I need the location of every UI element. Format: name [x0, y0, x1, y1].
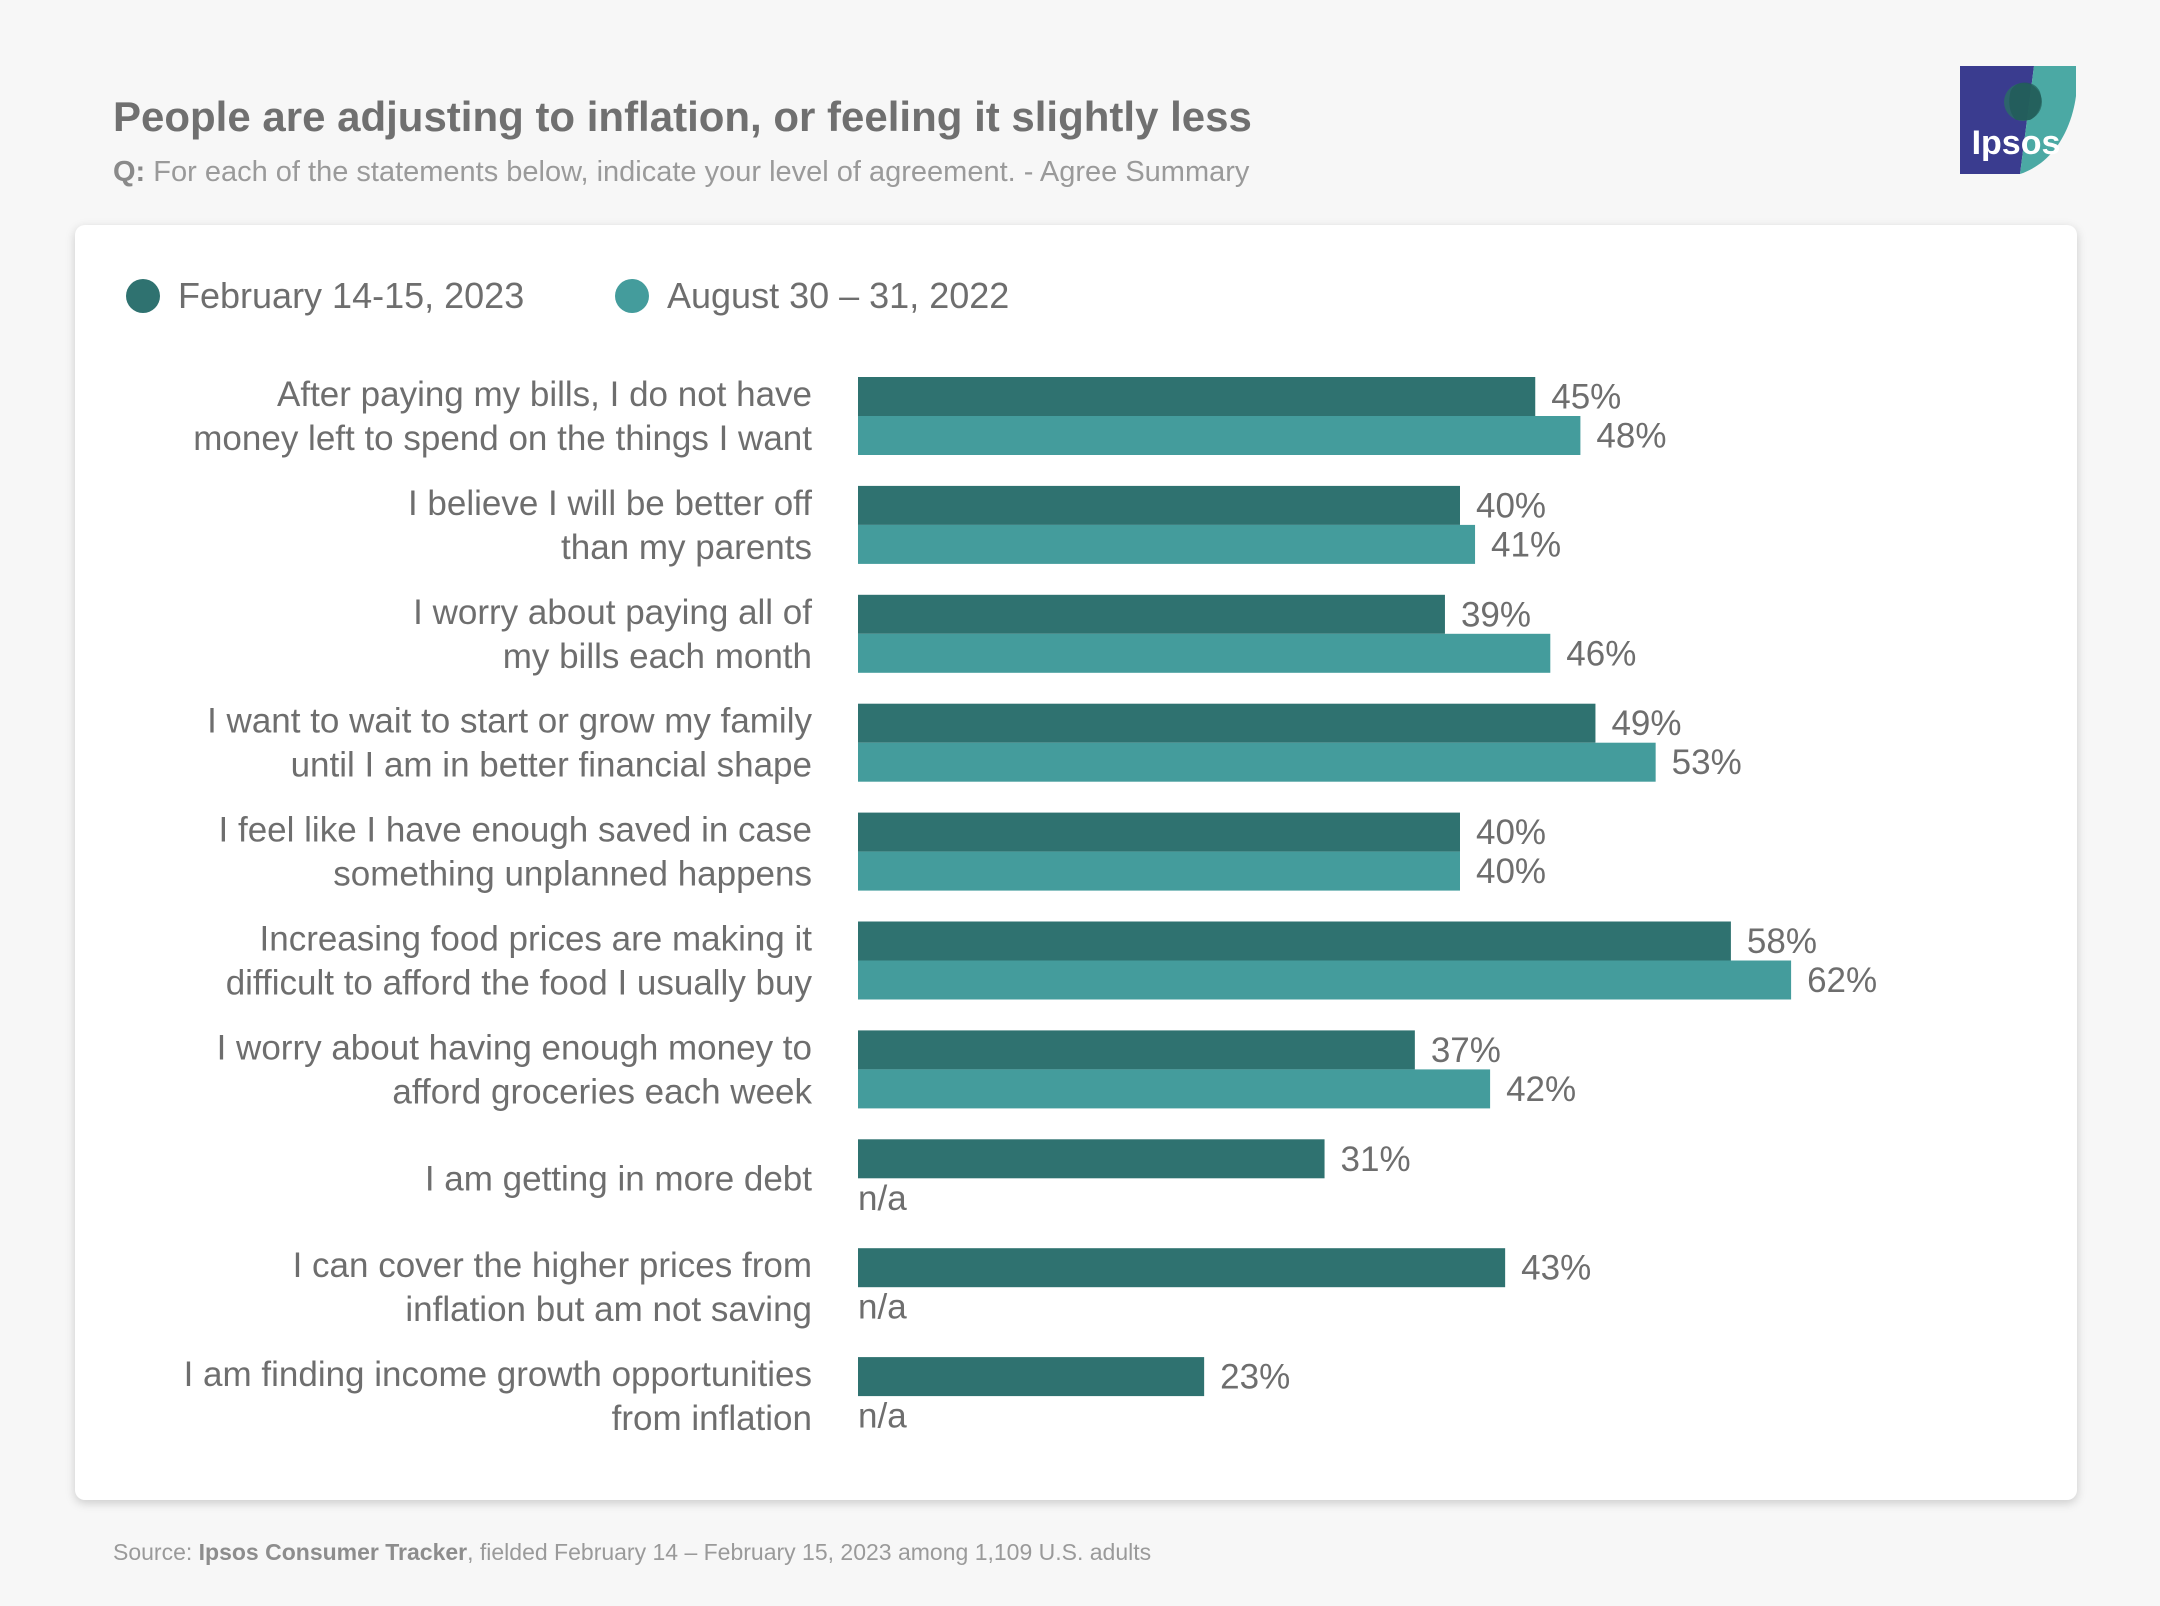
bar-feb-2023: [858, 1248, 1506, 1288]
data-label: 49%: [1611, 704, 1681, 743]
question-prefix: Q:: [113, 156, 146, 188]
bar-aug-2022: [858, 742, 1656, 782]
source-rest: , fielded February 14 – February 15, 202…: [467, 1539, 1152, 1565]
legend-item-feb-2023: February 14-15, 2023: [126, 276, 524, 316]
bar-feb-2023: [858, 812, 1460, 852]
bar-aug-2022: [858, 524, 1476, 564]
missing-value-label: n/a: [858, 1179, 907, 1218]
category-label: I worry about paying all of: [413, 593, 812, 632]
category-label: Increasing food prices are making it: [260, 920, 813, 959]
data-label: 37%: [1431, 1031, 1501, 1070]
chart-title: People are adjusting to inflation, or fe…: [113, 93, 1252, 140]
question-text: For each of the statements below, indica…: [153, 156, 1250, 188]
category-label: from inflation: [612, 1399, 812, 1438]
category-label: I believe I will be better off: [408, 484, 812, 523]
legend-label-feb-2023: February 14-15, 2023: [178, 275, 525, 316]
bar-feb-2023: [858, 921, 1731, 961]
category-label: I want to wait to start or grow my famil…: [207, 702, 812, 741]
missing-value-label: n/a: [858, 1288, 907, 1327]
data-label: 23%: [1220, 1358, 1290, 1397]
data-label: 43%: [1521, 1249, 1591, 1288]
bar-feb-2023: [858, 1357, 1205, 1397]
bar-feb-2023: [858, 485, 1460, 525]
logo-hair-icon: [2009, 82, 2042, 120]
source-prefix: Source:: [113, 1539, 193, 1565]
data-label: 62%: [1807, 961, 1877, 1000]
data-label: 39%: [1461, 595, 1531, 634]
bar-aug-2022: [858, 1069, 1491, 1109]
category-label: difficult to afford the food I usually b…: [226, 964, 813, 1003]
data-label: 48%: [1596, 417, 1666, 456]
data-label: 42%: [1506, 1070, 1576, 1109]
category-label: something unplanned happens: [333, 855, 812, 894]
category-label: until I am in better financial shape: [291, 746, 812, 785]
data-label: 31%: [1341, 1140, 1411, 1179]
data-label: 46%: [1566, 634, 1636, 673]
category-label: money left to spend on the things I want: [193, 419, 812, 458]
bar-feb-2023: [858, 703, 1596, 743]
chart-subtitle: Q: For each of the statements below, ind…: [113, 156, 1249, 189]
bar-aug-2022: [858, 416, 1581, 455]
category-label: I feel like I have enough saved in case: [219, 811, 812, 850]
bar-feb-2023: [858, 594, 1445, 634]
ipsos-logo: Ipsos: [1960, 66, 2076, 174]
bar-aug-2022: [858, 851, 1460, 891]
data-label: 40%: [1476, 486, 1546, 525]
source-name: Ipsos Consumer Tracker: [198, 1539, 468, 1565]
legend-item-aug-2022: August 30 – 31, 2022: [615, 276, 1009, 316]
data-label: 41%: [1491, 525, 1561, 564]
data-label: 53%: [1672, 743, 1742, 782]
bar-feb-2023: [858, 1030, 1415, 1070]
logo-text: Ipsos: [1972, 124, 2061, 162]
data-label: 40%: [1476, 852, 1546, 891]
category-label: I can cover the higher prices from: [293, 1246, 812, 1285]
data-label: 58%: [1747, 922, 1817, 961]
legend-label-aug-2022: August 30 – 31, 2022: [667, 275, 1010, 316]
category-label: than my parents: [561, 528, 812, 567]
category-label: inflation but am not saving: [405, 1290, 812, 1329]
data-label: 40%: [1476, 813, 1546, 852]
category-label: After paying my bills, I do not have: [277, 375, 812, 414]
bar-feb-2023: [858, 1139, 1325, 1179]
source-note: Source: Ipsos Consumer Tracker, fielded …: [113, 1539, 1151, 1566]
data-label: 45%: [1551, 378, 1621, 417]
bar-chart: After paying my bills, I do not have mone…: [184, 375, 1878, 1438]
bar-feb-2023: [858, 377, 1536, 416]
category-label: I worry about having enough money to: [217, 1028, 812, 1067]
category-label: afford groceries each week: [392, 1072, 812, 1111]
category-label: I am finding income growth opportunities: [184, 1355, 812, 1394]
legend-dot-feb-2023: [126, 279, 160, 314]
legend-dot-aug-2022: [615, 279, 649, 314]
bar-aug-2022: [858, 960, 1792, 1000]
category-label: my bills each month: [503, 637, 812, 676]
missing-value-label: n/a: [858, 1397, 907, 1436]
category-label: I am getting in more debt: [425, 1159, 812, 1198]
bar-aug-2022: [858, 633, 1551, 673]
